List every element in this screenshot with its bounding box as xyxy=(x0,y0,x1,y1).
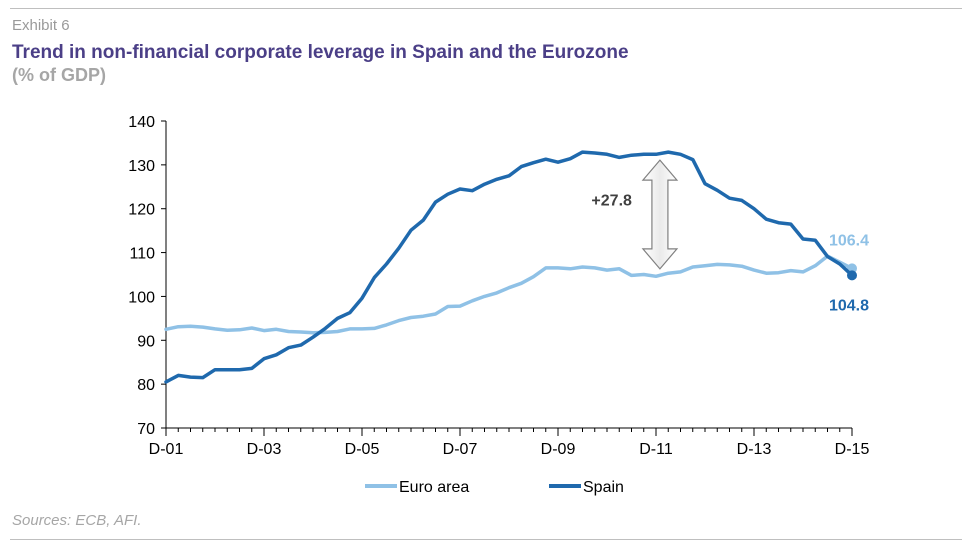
y-tick-label: 120 xyxy=(128,202,155,219)
y-tick-label: 110 xyxy=(129,246,155,263)
end-label-spain: 104.8 xyxy=(829,297,869,314)
x-tick-label: D-05 xyxy=(345,441,380,458)
y-tick-label: 140 xyxy=(128,114,155,131)
y-tick-label: 90 xyxy=(137,333,155,350)
y-tick-label: 80 xyxy=(137,377,155,394)
x-tick-label: D-13 xyxy=(737,441,772,458)
series-layer: 106.4 104.8 xyxy=(164,150,869,384)
x-tick-label: D-09 xyxy=(541,441,576,458)
x-tick-label: D-03 xyxy=(247,441,282,458)
x-tick-label: D-01 xyxy=(149,441,184,458)
series-line-euro-area xyxy=(164,254,854,335)
difference-label: +27.8 xyxy=(591,193,632,210)
sources-note: Sources: ECB, AFI. xyxy=(12,512,142,529)
top-rule xyxy=(10,8,962,9)
legend-spain-label: Spain xyxy=(583,479,624,496)
x-tick-label: D-11 xyxy=(639,441,673,458)
legend-euro-area-label: Euro area xyxy=(399,479,469,496)
y-tick-label: 100 xyxy=(128,289,155,306)
exhibit-label: Exhibit 6 xyxy=(12,17,70,34)
y-tick-label: 70 xyxy=(137,421,155,438)
axes: 70 80 90 100 110 120 130 140 D-01 D-03 D-05 D-07 D-0… xyxy=(128,114,869,458)
end-point-spain xyxy=(847,270,857,281)
series-line-spain xyxy=(164,150,854,384)
bottom-rule xyxy=(10,539,962,540)
chart-subtitle: (% of GDP) xyxy=(12,65,106,85)
end-label-euro-area: 106.4 xyxy=(829,232,869,249)
difference-arrow xyxy=(641,159,679,270)
annotation-layer: +27.8 xyxy=(591,159,679,270)
y-tick-label: 130 xyxy=(128,158,155,175)
chart-title: Trend in non-financial corporate leverag… xyxy=(12,42,629,63)
x-tick-label: D-07 xyxy=(443,441,478,458)
legend: Euro area Spain xyxy=(365,479,624,496)
x-tick-label: D-15 xyxy=(835,441,870,458)
